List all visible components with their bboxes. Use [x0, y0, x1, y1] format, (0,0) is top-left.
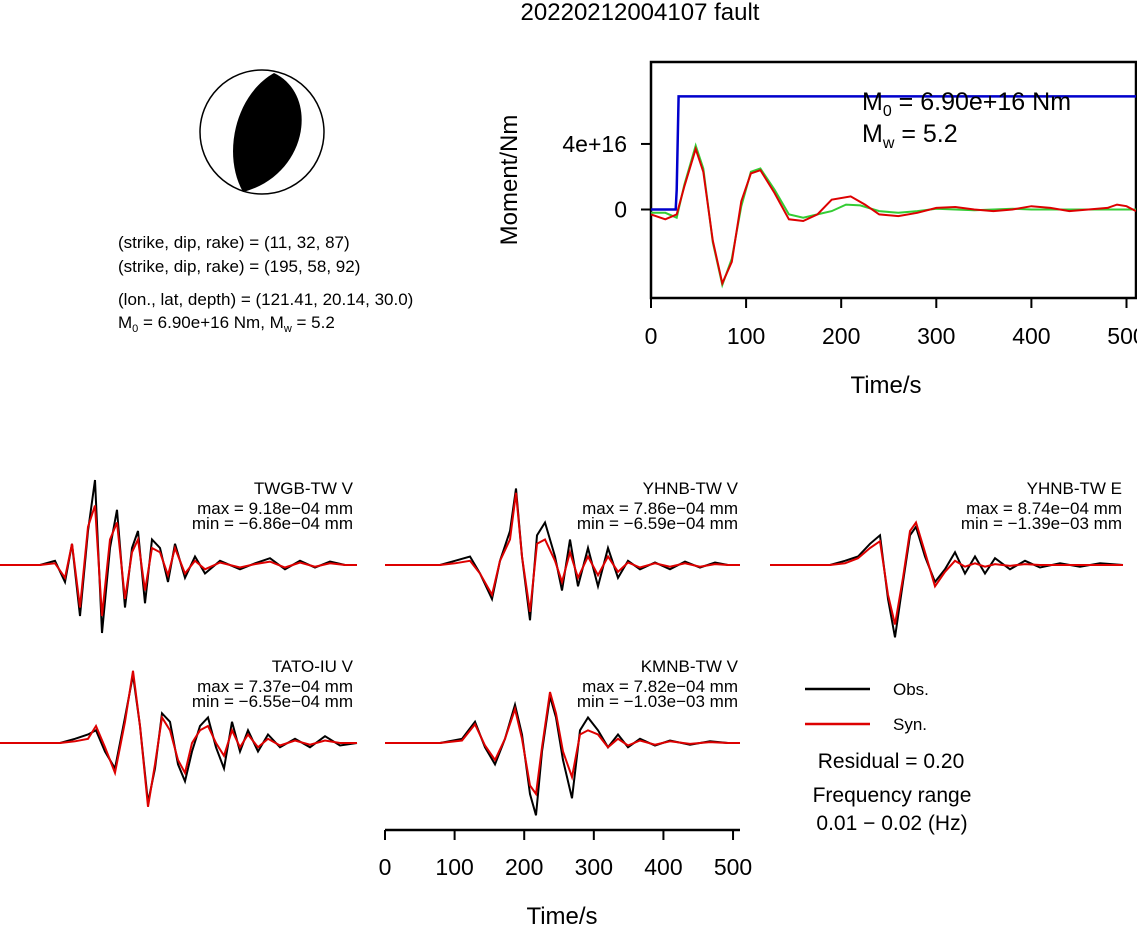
waveform-xlabel: Time/s [526, 903, 597, 927]
waveform-time-axis: 0 100 200 300 400 500 Time/s [379, 828, 752, 927]
frequency-range-value: 0.01 − 0.02 (Hz) [816, 812, 967, 835]
stf-xtick-label: 400 [1012, 323, 1050, 349]
waveform-legend: Obs. Syn. Residual = 0.20 Frequency rang… [805, 680, 971, 835]
stf-m0-annotation: M0 = 6.90e+16 Nm [862, 88, 1071, 120]
waveform-syn [770, 520, 1123, 625]
beachball-compressional-quadrant [233, 73, 302, 192]
nodal-plane-1: (strike, dip, rake) = (11, 32, 87) [118, 233, 350, 252]
stf-plot-frame [649, 60, 1137, 300]
stf-xtick-label: 500 [1107, 323, 1137, 349]
waveform-xtick-label: 400 [644, 854, 682, 880]
station-min: min = −1.39e−03 mm [961, 514, 1122, 533]
station-name: YHNB-TW E [1027, 479, 1122, 498]
waveform-xtick-label: 100 [435, 854, 473, 880]
stf-xlabel: Time/s [850, 372, 921, 399]
waveform-syn [0, 505, 357, 617]
stf-xtick-label: 100 [727, 323, 765, 349]
waveform-syn [385, 691, 740, 797]
station-min: min = −1.03e−03 mm [577, 692, 738, 711]
legend-obs-label: Obs. [893, 680, 929, 699]
stf-xtick-label: 200 [822, 323, 860, 349]
station-max: max = 7.86e−04 mm [582, 499, 738, 518]
waveform-xtick-label: 0 [379, 854, 392, 880]
stf-xtick-label: 300 [917, 323, 955, 349]
source-time-function-panel: 0 100 200 300 400 500 0 4e+16 Time/s Moment/Nm… [496, 60, 1137, 399]
moment-label: M0 = 6.90e+16 Nm, Mw = 5.2 [118, 313, 335, 335]
waveform-xtick-label: 500 [714, 854, 752, 880]
waveform-syn [0, 670, 357, 807]
station-max: max = 7.37e−04 mm [197, 677, 353, 696]
waveform-xtick-label: 200 [505, 854, 543, 880]
waveform-obs [770, 524, 1124, 638]
station-max: max = 8.74e−04 mm [966, 499, 1122, 518]
station-min: min = −6.55e−04 mm [192, 692, 353, 711]
legend-syn-label: Syn. [893, 715, 927, 734]
nodal-plane-2: (strike, dip, rake) = (195, 58, 92) [118, 257, 360, 276]
station-name: TWGB-TW V [254, 479, 354, 498]
beachball [199, 69, 325, 195]
station-min: min = −6.86e−04 mm [192, 514, 353, 533]
station-name: KMNB-TW V [641, 657, 739, 676]
waveform-obs [385, 696, 740, 816]
station-name: TATO-IU V [272, 657, 354, 676]
stf-ytick-label: 4e+16 [562, 131, 627, 157]
stf-series-2 [650, 145, 1137, 287]
station-min: min = −6.59e−04 mm [577, 514, 738, 533]
residual-label: Residual = 0.20 [818, 750, 965, 773]
stf-series-0 [651, 95, 1136, 211]
location-label: (lon., lat, depth) = (121.41, 20.14, 30.… [118, 290, 413, 309]
stf-ylabel: Moment/Nm [496, 115, 523, 246]
station-max: max = 9.18e−04 mm [197, 499, 353, 518]
stf-ytick-label: 0 [614, 197, 627, 223]
station-name: YHNB-TW V [643, 479, 739, 498]
stf-mw-annotation: Mw = 5.2 [862, 120, 958, 152]
frequency-range-label: Frequency range [813, 784, 972, 807]
waveform-xtick-label: 300 [575, 854, 613, 880]
figure-title: 20220212004107 fault [521, 0, 760, 26]
stf-xtick-label: 0 [645, 323, 658, 349]
station-max: max = 7.82e−04 mm [582, 677, 738, 696]
waveform-syn [385, 492, 740, 612]
